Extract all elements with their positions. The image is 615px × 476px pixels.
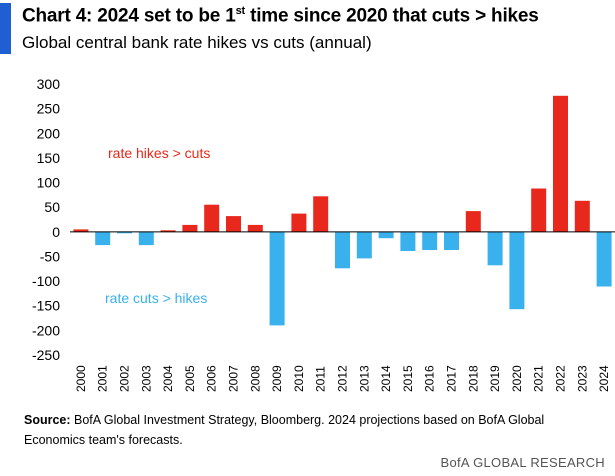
x-tick-label: 2023	[575, 365, 589, 392]
y-tick-label: -200	[32, 322, 60, 338]
y-tick-label: -250	[32, 347, 60, 363]
bar-2023	[574, 200, 590, 232]
x-tick-label: 2024	[597, 365, 611, 392]
x-tick-label: 2013	[357, 365, 371, 392]
x-tick-label: 2010	[292, 365, 306, 392]
x-tick-label: 2020	[510, 365, 524, 392]
x-tick-label: 2014	[379, 365, 393, 392]
x-tick-label: 2004	[161, 365, 175, 392]
annotation-cuts: rate cuts > hikes	[105, 290, 207, 306]
y-tick-label: 150	[37, 150, 61, 166]
brand-footer: BofA GLOBAL RESEARCH	[440, 455, 605, 470]
bar-2021	[531, 188, 547, 232]
y-tick-label: 300	[37, 76, 61, 92]
x-tick-label: 2016	[423, 365, 437, 392]
y-tick-label: -150	[32, 298, 60, 314]
bar-2018	[465, 211, 481, 232]
y-tick-label: 200	[37, 125, 61, 141]
x-tick-label: 2003	[139, 365, 153, 392]
source-note: Source: BofA Global Investment Strategy,…	[24, 413, 545, 447]
x-tick-label: 2021	[532, 365, 546, 392]
bar-2013	[356, 231, 372, 259]
x-tick-label: 2015	[401, 365, 415, 392]
bar-2000	[73, 229, 89, 232]
y-tick-label: 250	[37, 101, 61, 117]
y-tick-label: 100	[37, 175, 61, 191]
bar-2008	[247, 224, 263, 232]
chart-subtitle: Global central bank rate hikes vs cuts (…	[22, 33, 372, 52]
bar-2016	[422, 231, 438, 250]
x-tick-label: 2005	[183, 365, 197, 392]
bar-chart: 300 250 200 150 100 50 0 -50 -100 -150 -200 -250 200…	[32, 76, 615, 392]
bar-2006	[204, 204, 220, 232]
x-tick-label: 2019	[488, 365, 502, 392]
y-tick-label: 50	[44, 199, 60, 215]
annotation-hikes: rate hikes > cuts	[108, 145, 210, 161]
bar-2007	[226, 216, 241, 232]
bar-2017	[444, 231, 459, 250]
y-tick-label: -100	[32, 273, 60, 289]
x-tick-label: 2006	[205, 365, 219, 392]
x-tick-label: 2009	[270, 365, 284, 392]
bar-2012	[335, 231, 350, 269]
bar-2004	[160, 230, 176, 232]
bar-2010	[291, 213, 307, 232]
x-tick-label: 2012	[336, 365, 350, 392]
y-tick-label: -50	[40, 248, 60, 264]
chart-title: Chart 4: 2024 set to be 1st time since 2…	[22, 5, 539, 27]
x-tick-label: 2022	[554, 365, 568, 392]
accent-bar	[0, 3, 11, 54]
bar-2022	[553, 95, 568, 232]
bar-2024	[596, 231, 612, 287]
x-tick-label: 2011	[314, 366, 328, 392]
y-tick-label: 0	[52, 224, 60, 240]
bar-2005	[182, 224, 198, 232]
x-tick-label: 2008	[248, 365, 262, 392]
bar-2002	[117, 231, 132, 234]
x-tick-label: 2000	[74, 365, 88, 392]
bar-2014	[378, 231, 394, 239]
bar-2020	[509, 231, 525, 310]
bar-2015	[400, 231, 416, 251]
bar-2009	[269, 231, 285, 326]
bar-2011	[313, 196, 329, 232]
bar-2001	[95, 231, 111, 246]
x-tick-label: 2001	[96, 365, 110, 392]
x-tick-label: 2007	[227, 365, 241, 392]
x-tick-label: 2018	[466, 365, 480, 392]
bar-2019	[487, 231, 503, 266]
x-tick-label: 2002	[118, 365, 132, 392]
x-tick-label: 2017	[445, 365, 459, 392]
bar-2003	[138, 231, 154, 246]
